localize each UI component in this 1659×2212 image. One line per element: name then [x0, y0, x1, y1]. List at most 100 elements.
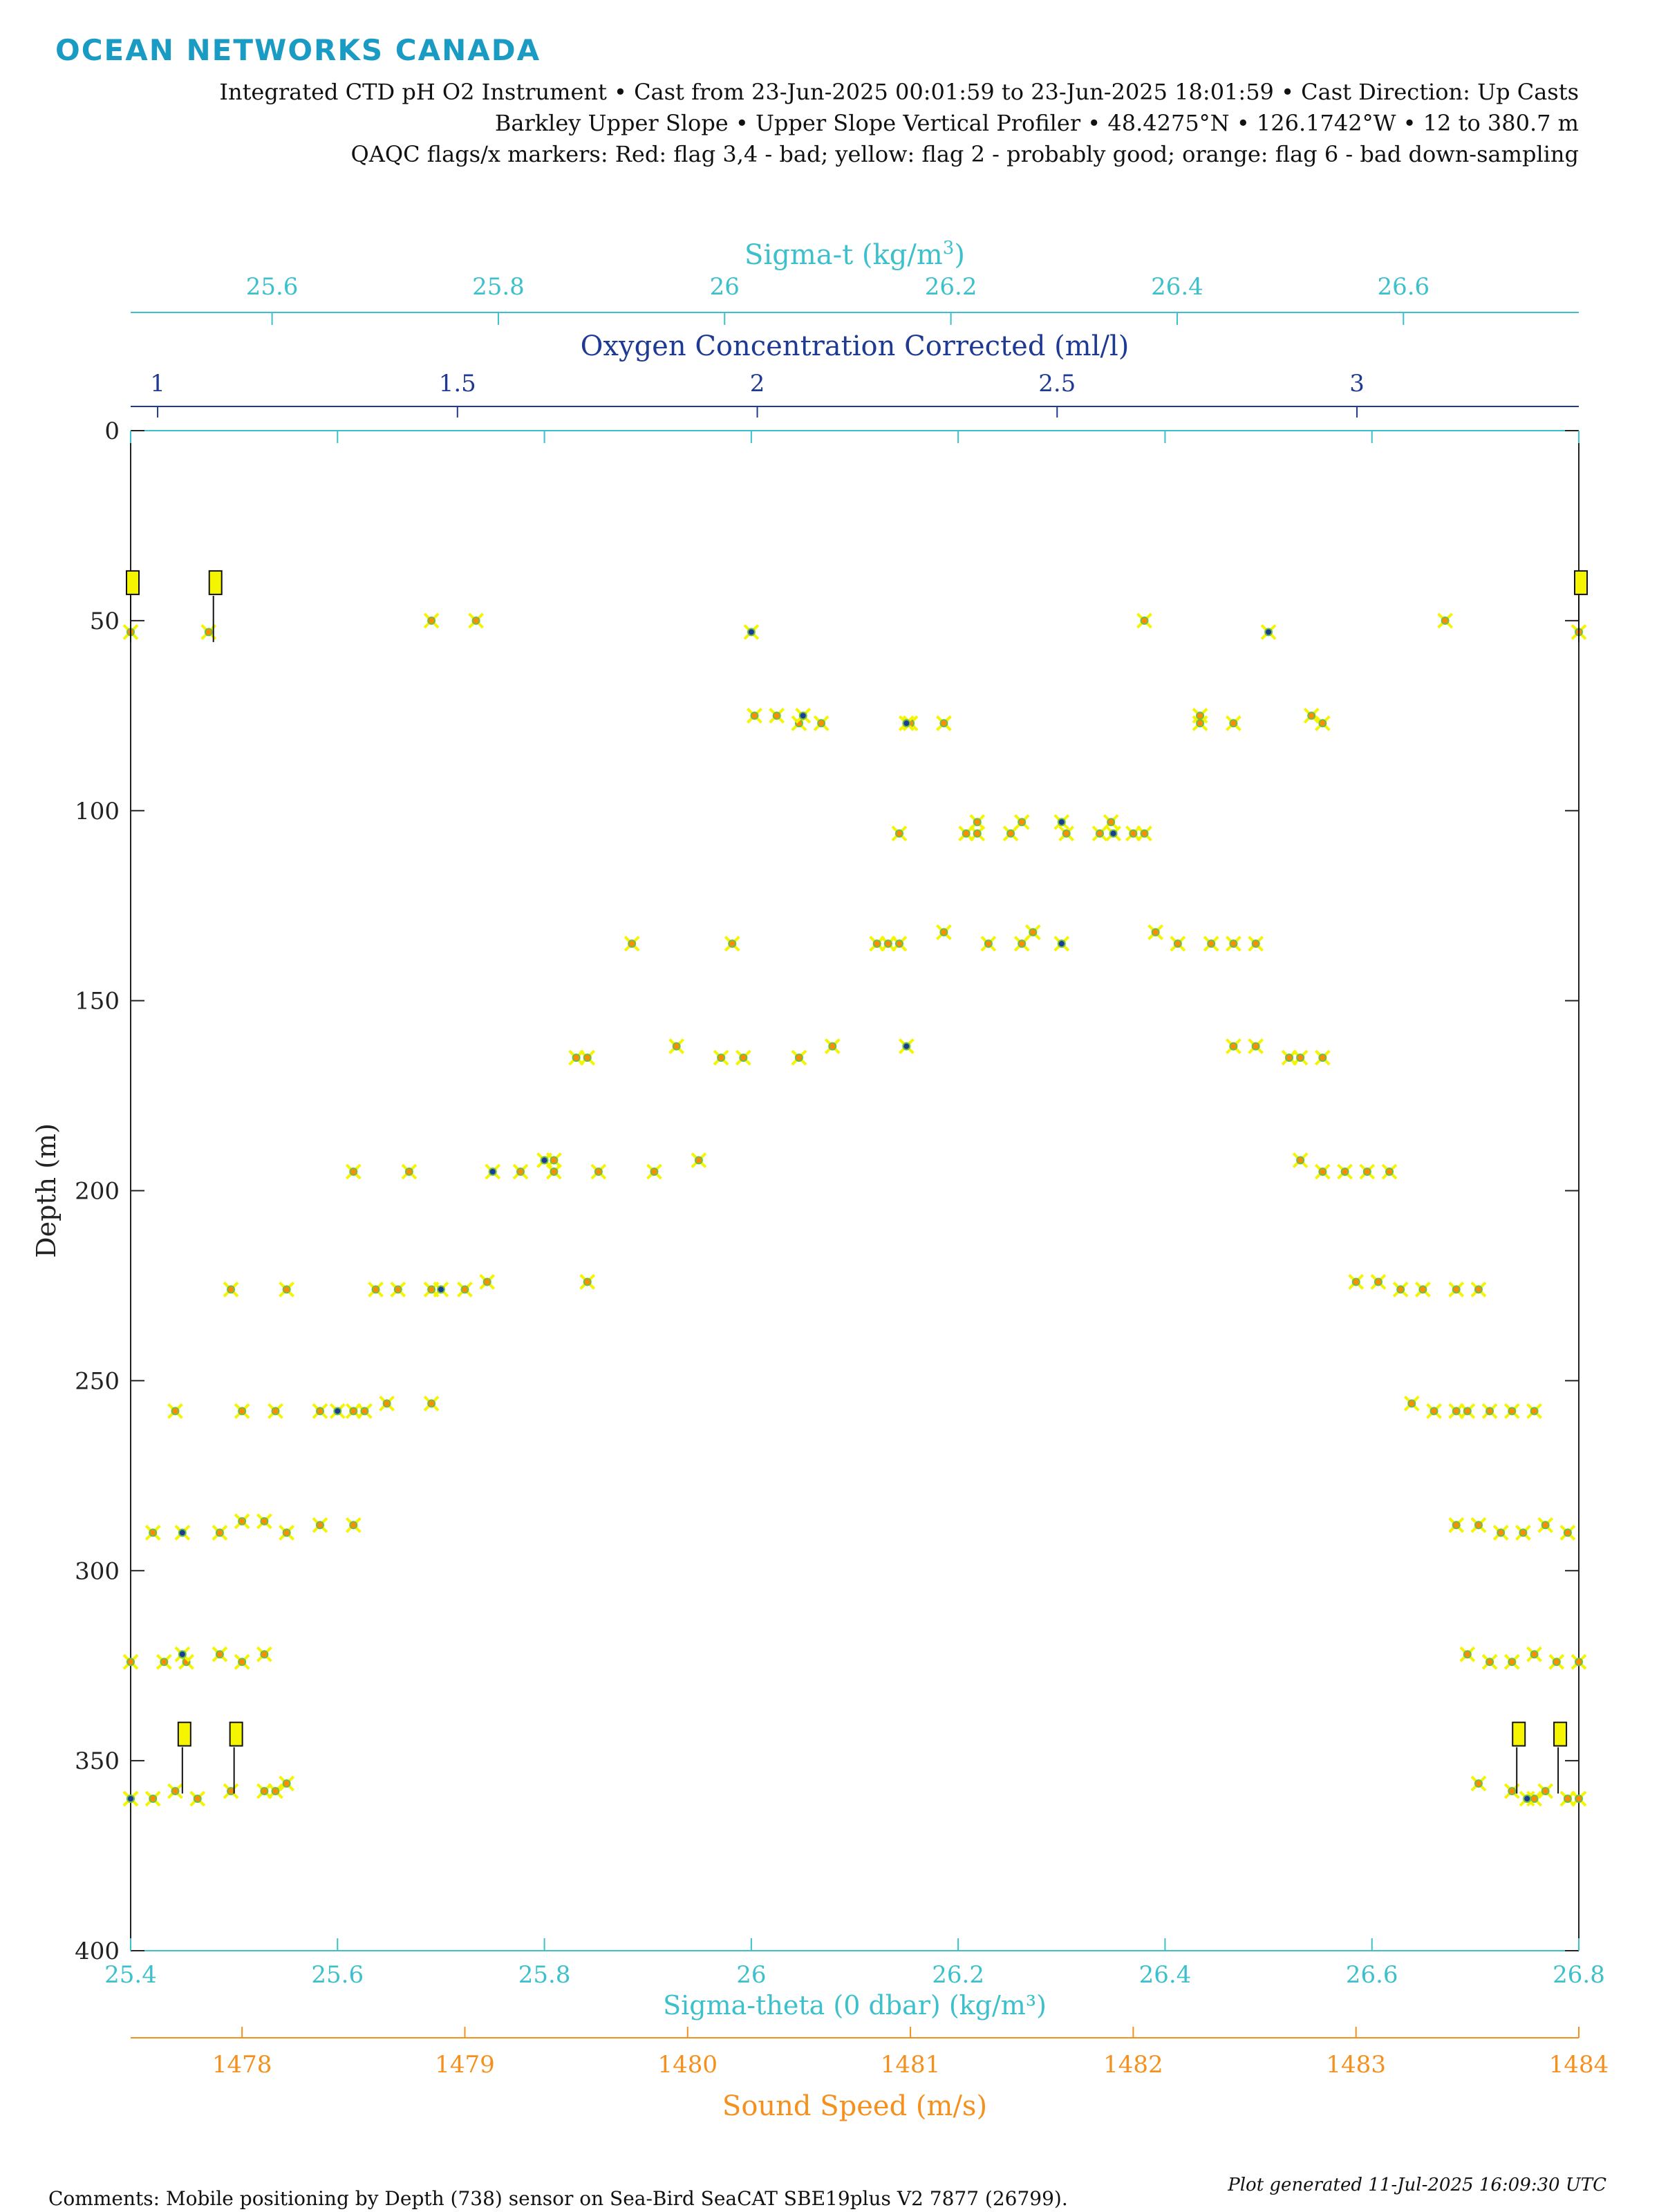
data-point	[1053, 814, 1070, 830]
data-point	[735, 1049, 751, 1066]
data-point	[345, 1517, 362, 1533]
data-point	[1537, 1783, 1554, 1799]
data-marker	[1062, 829, 1071, 838]
data-point	[668, 1038, 685, 1055]
data-point	[1370, 1274, 1387, 1290]
data-marker	[1351, 1277, 1360, 1286]
data-marker	[427, 1399, 436, 1408]
data-marker	[149, 1528, 158, 1537]
data-point	[1192, 715, 1208, 731]
data-marker	[260, 1650, 269, 1659]
data-point	[223, 1783, 239, 1799]
depth-tick-label: 300	[75, 1557, 120, 1585]
qaqc-flag	[1574, 570, 1588, 642]
qaqc-flag-marker	[1553, 1721, 1568, 1747]
data-marker	[583, 1277, 592, 1286]
data-marker	[482, 1277, 491, 1286]
data-point	[1448, 1282, 1465, 1297]
depth-tick-label: 250	[75, 1367, 120, 1395]
data-point	[769, 707, 785, 724]
data-point	[1337, 1163, 1353, 1180]
data-marker	[1057, 939, 1066, 948]
data-marker	[1264, 628, 1273, 637]
data-point	[1571, 1653, 1587, 1670]
data-point	[1248, 935, 1264, 952]
data-marker	[1318, 719, 1327, 728]
data-marker	[1229, 719, 1238, 728]
data-marker	[572, 1053, 581, 1062]
data-point	[1136, 612, 1152, 629]
data-point	[1053, 935, 1070, 952]
data-marker	[1519, 1528, 1528, 1537]
data-point	[1314, 1049, 1331, 1066]
data-marker	[550, 1168, 559, 1177]
oxygen-tick-label: 2.5	[1038, 370, 1076, 397]
footer-comments: Comments: Mobile positioning by Depth (7…	[48, 2187, 1068, 2210]
data-marker	[883, 939, 892, 948]
data-marker	[1541, 1521, 1550, 1530]
data-point	[936, 924, 952, 941]
data-marker	[1196, 719, 1205, 728]
data-point	[379, 1395, 395, 1412]
data-marker	[1508, 1407, 1517, 1416]
data-point	[891, 825, 908, 842]
qaqc-flag	[208, 570, 223, 642]
header-line-location: Barkley Upper Slope • Upper Slope Vertic…	[494, 110, 1579, 136]
data-marker	[516, 1168, 525, 1177]
data-point	[1526, 1646, 1542, 1662]
data-point	[279, 1775, 295, 1792]
data-point	[144, 1790, 161, 1807]
data-point	[1348, 1274, 1365, 1290]
data-marker	[1407, 1399, 1416, 1408]
data-marker	[1018, 818, 1027, 827]
sigma-theta-axis-label: Sigma-theta (0 dbar) (kg/m³)	[663, 1990, 1047, 2021]
qaqc-flag	[1553, 1721, 1568, 1794]
data-point	[713, 1049, 729, 1066]
data-marker	[1229, 1042, 1238, 1051]
data-point	[1226, 715, 1241, 731]
data-point	[579, 1274, 596, 1290]
data-marker	[872, 939, 881, 948]
depth-tick-label: 50	[90, 608, 120, 635]
sound-speed-tick-label: 1478	[212, 2051, 272, 2079]
data-point	[479, 1274, 496, 1290]
data-marker	[540, 1156, 549, 1165]
data-marker	[1474, 1285, 1483, 1294]
data-point	[1292, 1049, 1309, 1066]
oxygen-tick-label: 2	[750, 370, 765, 397]
data-point	[1381, 1163, 1398, 1180]
data-point	[268, 1403, 283, 1419]
data-point	[1519, 1790, 1535, 1807]
data-marker	[894, 939, 903, 948]
depth-axis-label: Depth (m)	[31, 1123, 62, 1258]
data-marker	[282, 1779, 291, 1788]
data-marker	[817, 719, 826, 728]
data-marker	[794, 1053, 803, 1062]
data-marker	[1340, 1168, 1349, 1177]
data-point	[813, 715, 830, 731]
data-point	[1013, 935, 1030, 952]
data-marker	[471, 616, 480, 625]
data-marker	[939, 719, 948, 728]
data-marker	[1497, 1528, 1506, 1537]
data-marker	[828, 1042, 837, 1051]
qaqc-flag	[177, 1721, 191, 1794]
data-marker	[973, 818, 982, 827]
data-marker	[1452, 1407, 1461, 1416]
data-point	[268, 1783, 283, 1799]
qaqc-flag-marker	[229, 1721, 243, 1747]
header-line-instrument: Integrated CTD pH O2 Instrument • Cast f…	[219, 79, 1579, 105]
data-marker	[1296, 1156, 1305, 1165]
data-marker	[747, 628, 756, 637]
sigma-theta-tick-label: 26	[736, 1961, 766, 1989]
data-point	[256, 1646, 272, 1662]
data-marker	[1552, 1658, 1561, 1667]
data-point	[512, 1163, 529, 1180]
data-marker	[1307, 711, 1316, 720]
data-marker	[1530, 1407, 1539, 1416]
data-point	[485, 1163, 501, 1180]
data-marker	[1196, 711, 1205, 720]
data-point	[357, 1403, 373, 1419]
data-marker	[1441, 616, 1450, 625]
data-point	[958, 825, 975, 842]
